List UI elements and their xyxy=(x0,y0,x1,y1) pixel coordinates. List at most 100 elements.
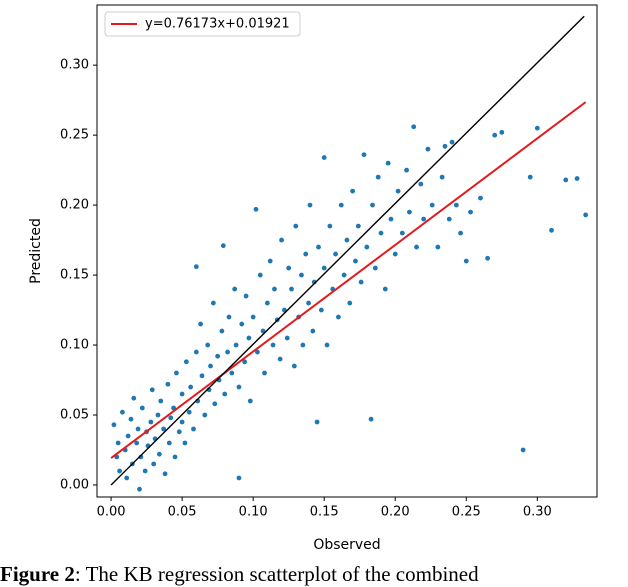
point xyxy=(148,419,154,425)
point xyxy=(176,429,182,435)
point xyxy=(411,124,417,130)
point xyxy=(368,416,374,422)
point xyxy=(478,195,483,201)
point xyxy=(527,174,533,180)
x-tick-label: 0.25 xyxy=(452,505,481,520)
point xyxy=(131,395,137,401)
point xyxy=(250,314,256,320)
point xyxy=(172,454,178,460)
point xyxy=(549,227,554,233)
point xyxy=(193,264,199,270)
chart: Observed Predicted 0.00 0.05 0.10 0.15 0.20 0… xyxy=(28,4,598,553)
y-tick-label: 0.05 xyxy=(60,408,89,423)
point xyxy=(120,409,125,415)
point xyxy=(439,174,445,180)
x-tick-label: 0.20 xyxy=(381,505,410,520)
point xyxy=(174,370,179,376)
point xyxy=(321,265,327,271)
y-tick-label: 0.20 xyxy=(60,198,89,213)
point xyxy=(272,286,277,292)
caption-label: Figure 2 xyxy=(0,562,75,586)
point xyxy=(236,384,242,390)
point xyxy=(418,181,424,187)
point xyxy=(289,286,294,292)
point xyxy=(300,342,306,348)
point xyxy=(137,486,142,492)
point xyxy=(382,286,388,292)
point xyxy=(421,216,427,222)
point xyxy=(534,125,540,131)
point xyxy=(314,419,320,425)
x-axis-label: Observed xyxy=(313,537,380,553)
point xyxy=(151,461,157,467)
point xyxy=(183,359,189,365)
y-tick-label: 0.15 xyxy=(60,268,89,283)
point xyxy=(492,132,498,138)
point xyxy=(358,279,364,285)
point xyxy=(318,307,324,313)
point xyxy=(233,342,239,348)
y-tick-label: 0.25 xyxy=(60,128,89,143)
point xyxy=(350,188,356,194)
point xyxy=(341,272,347,278)
point xyxy=(303,251,309,257)
point xyxy=(225,349,230,355)
point xyxy=(336,314,341,320)
point xyxy=(111,422,117,428)
point xyxy=(179,391,185,397)
point xyxy=(191,426,196,432)
point xyxy=(255,349,260,355)
fit-line xyxy=(110,15,585,486)
point xyxy=(333,251,338,257)
point xyxy=(222,391,228,397)
point xyxy=(361,152,367,158)
point xyxy=(306,300,311,306)
point xyxy=(257,272,263,278)
point xyxy=(388,216,394,222)
point xyxy=(168,415,174,421)
point xyxy=(139,405,145,411)
point xyxy=(291,363,297,369)
point xyxy=(128,416,134,422)
point xyxy=(453,202,459,208)
point xyxy=(115,440,121,446)
point xyxy=(193,349,199,355)
point xyxy=(310,328,316,334)
point xyxy=(375,174,381,180)
point xyxy=(324,342,330,348)
point xyxy=(220,243,226,249)
point xyxy=(414,244,419,250)
point xyxy=(316,244,321,250)
point xyxy=(307,202,313,208)
point xyxy=(284,335,290,341)
point xyxy=(404,167,410,173)
point xyxy=(162,471,168,477)
point xyxy=(399,230,405,236)
x-tick-label: 0.05 xyxy=(168,505,197,520)
point xyxy=(370,202,375,208)
point xyxy=(199,373,205,379)
point xyxy=(198,321,203,327)
point xyxy=(186,409,192,415)
point xyxy=(236,475,242,481)
point xyxy=(202,412,208,418)
point xyxy=(253,206,259,212)
point xyxy=(161,426,167,432)
point xyxy=(279,237,284,243)
point xyxy=(135,426,141,432)
fit-line xyxy=(110,101,587,459)
point xyxy=(232,286,238,292)
point xyxy=(372,265,378,271)
x-tick-label: 0.00 xyxy=(97,505,126,520)
point xyxy=(188,384,194,390)
point xyxy=(449,139,455,145)
point xyxy=(429,202,435,208)
point xyxy=(125,433,131,439)
point xyxy=(485,255,490,261)
y-tick-label: 0.10 xyxy=(60,338,89,353)
point xyxy=(583,212,589,218)
point xyxy=(242,359,248,365)
point xyxy=(156,451,162,457)
point xyxy=(378,230,384,236)
point xyxy=(264,300,270,306)
